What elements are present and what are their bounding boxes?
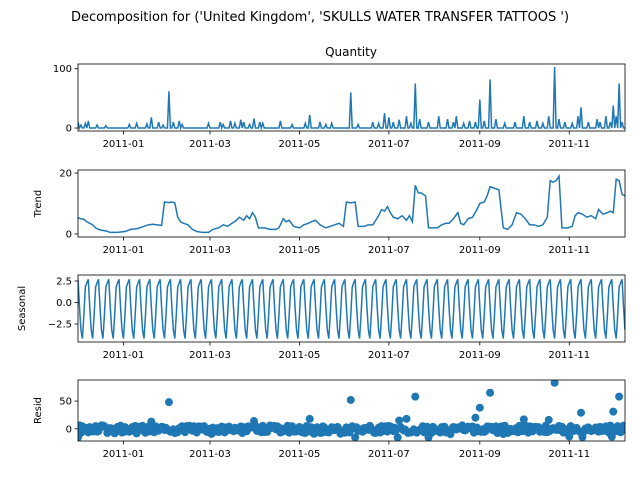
- trend-plot: 2011-01 2011-03 2011-05 2011-07 2011-09 2011-…: [59, 169, 625, 256]
- x-tick-label-quantity-4: 2011-09: [459, 139, 501, 150]
- resid-point: [565, 432, 574, 441]
- x-tick-label-quantity-2: 2011-05: [279, 139, 321, 150]
- resid-point: [411, 392, 420, 401]
- resid-axes-frame: [77, 379, 626, 442]
- x-tick-label-resid-0: 2011-01: [103, 449, 145, 460]
- seasonal-ylabel: Seasonal: [17, 286, 28, 331]
- x-tick-label-resid-4: 2011-09: [459, 449, 501, 460]
- y-tick-label-quantity-1: 100: [53, 64, 72, 75]
- panel-trend: 2011-01 2011-03 2011-05 2011-07 2011-09 2011-…: [33, 169, 626, 256]
- resid-point: [609, 407, 618, 416]
- x-tick-label-trend-4: 2011-09: [459, 245, 501, 256]
- seasonal-plot: 2011-01 2011-03 2011-05 2011-07 2011-09 2011-…: [48, 277, 625, 361]
- resid-point: [615, 392, 624, 401]
- x-tick-label-trend-3: 2011-07: [368, 245, 410, 256]
- resid-point: [621, 425, 625, 434]
- y-tick-label-seasonal-1: 0.0: [56, 298, 72, 309]
- y-tick-label-trend-1: 20: [59, 169, 72, 180]
- trend-ylabel: Trend: [33, 190, 44, 218]
- trend-axes-frame: [77, 169, 626, 238]
- x-tick-label-trend-5: 2011-11: [548, 245, 590, 256]
- x-tick-label-quantity-1: 2011-03: [189, 139, 231, 150]
- resid-points: [78, 380, 625, 441]
- resid-point: [577, 408, 586, 417]
- x-tick-label-trend-0: 2011-01: [103, 245, 145, 256]
- x-tick-label-seasonal-4: 2011-09: [459, 350, 501, 361]
- quantity-axes-frame: [77, 63, 626, 132]
- y-tick-label-seasonal-0: 2.5: [56, 277, 72, 288]
- resid-point: [475, 403, 484, 412]
- x-tick-label-seasonal-5: 2011-11: [548, 350, 590, 361]
- resid-point: [393, 433, 402, 441]
- y-tick-label-quantity-0: 0: [66, 124, 72, 135]
- quantity-plot: 2011-01 2011-03 2011-05 2011-07 2011-09 2011-…: [53, 64, 625, 150]
- x-tick-label-trend-1: 2011-03: [189, 245, 231, 256]
- panel-resid: 2011-01 2011-03 2011-05 2011-07 2011-09 2011-…: [33, 379, 626, 460]
- resid-point: [544, 415, 553, 424]
- x-tick-label-seasonal-2: 2011-05: [279, 350, 321, 361]
- resid-point: [305, 414, 314, 423]
- panel-seasonal: 2011-01 2011-03 2011-05 2011-07 2011-09 2011-…: [17, 274, 626, 361]
- y-tick-label-resid-0: 0: [66, 424, 72, 435]
- resid-ylabel: Resid: [33, 397, 44, 424]
- resid-point: [471, 413, 480, 422]
- panel-quantity: 2011-01 2011-03 2011-05 2011-07 2011-09 2011-…: [53, 63, 626, 150]
- resid-point: [550, 380, 559, 387]
- x-tick-label-resid-5: 2011-11: [548, 449, 590, 460]
- x-tick-label-seasonal-3: 2011-07: [368, 350, 410, 361]
- y-tick-label-seasonal-2: −2.5: [48, 319, 72, 330]
- x-tick-label-resid-3: 2011-07: [368, 449, 410, 460]
- resid-point: [402, 414, 411, 423]
- y-tick-label-resid-1: 50: [59, 397, 72, 408]
- x-tick-label-quantity-5: 2011-11: [548, 139, 590, 150]
- resid-point: [346, 395, 355, 404]
- x-tick-label-seasonal-0: 2011-01: [103, 350, 145, 361]
- x-tick-label-seasonal-1: 2011-03: [189, 350, 231, 361]
- resid-point: [519, 415, 528, 424]
- seasonal-axes-frame: [77, 274, 626, 343]
- x-tick-label-quantity-3: 2011-07: [368, 139, 410, 150]
- x-tick-label-resid-2: 2011-05: [279, 449, 321, 460]
- resid-point: [351, 433, 360, 441]
- resid-plot: 2011-01 2011-03 2011-05 2011-07 2011-09 2011-…: [59, 380, 625, 460]
- y-tick-label-trend-0: 0: [66, 229, 72, 240]
- resid-point: [164, 398, 173, 407]
- resid-point: [395, 416, 404, 425]
- resid-point: [486, 388, 495, 397]
- x-tick-label-resid-1: 2011-03: [189, 449, 231, 460]
- trend-series-line: [78, 173, 625, 234]
- x-tick-label-quantity-0: 2011-01: [103, 139, 145, 150]
- resid-point: [606, 421, 615, 430]
- quantity-series-line: [78, 66, 625, 131]
- panel-title-quantity: Quantity: [325, 45, 377, 59]
- x-tick-label-trend-2: 2011-05: [279, 245, 321, 256]
- figure-suptitle: Decomposition for ('United Kingdom', 'SK…: [71, 10, 569, 25]
- seasonal-series-line: [78, 278, 625, 339]
